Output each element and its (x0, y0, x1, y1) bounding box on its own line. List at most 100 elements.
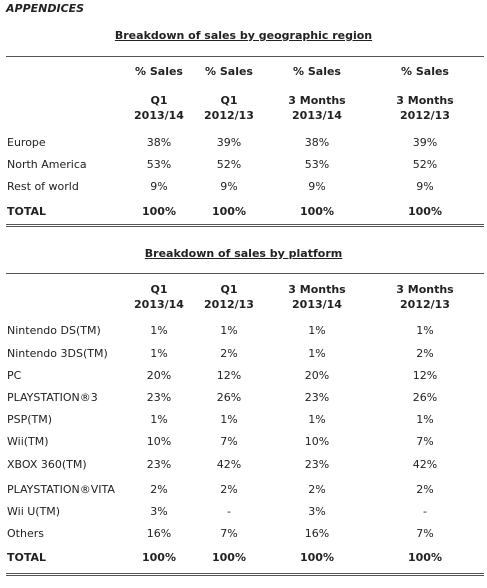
table-cell: 3% (150, 505, 168, 518)
table-cell: 10% (146, 435, 172, 448)
row-label: PLAYSTATION®3 (7, 391, 98, 404)
total-cell: 100% (212, 551, 246, 564)
total-cell: 100% (300, 205, 334, 218)
row-label: PLAYSTATION®VITA (7, 483, 115, 496)
table-cell: 9% (308, 180, 326, 193)
table-cell: 1% (150, 347, 168, 360)
total-label: TOTAL (7, 551, 47, 564)
divider (6, 56, 484, 57)
column-header-metric: % Sales (401, 65, 449, 78)
table-cell: 1% (150, 413, 168, 426)
table-cell: 10% (304, 435, 330, 448)
table-cell: 38% (146, 136, 172, 149)
table-cell: 1% (150, 324, 168, 337)
table-cell: 53% (146, 158, 172, 171)
table-cell: 53% (304, 158, 330, 171)
table-cell: 3% (308, 505, 326, 518)
column-header-metric: % Sales (293, 65, 341, 78)
table-cell: 9% (416, 180, 434, 193)
table-cell: 23% (146, 458, 172, 471)
total-cell: 100% (408, 205, 442, 218)
table-cell: 1% (308, 413, 326, 426)
total-cell: 100% (300, 551, 334, 564)
table-cell: 1% (308, 324, 326, 337)
column-header-year: 2012/13 (204, 109, 254, 122)
total-cell: 100% (142, 205, 176, 218)
table-cell: 42% (412, 458, 438, 471)
table-cell: 1% (220, 413, 238, 426)
column-header-year: 2013/14 (292, 109, 342, 122)
row-label: Nintendo DS(TM) (7, 324, 101, 337)
column-header-period: Q1 (220, 283, 238, 296)
table-cell: 23% (304, 391, 330, 404)
row-label: XBOX 360(TM) (7, 458, 87, 471)
double-divider (6, 573, 484, 576)
table-cell: 2% (416, 483, 434, 496)
divider (6, 273, 484, 274)
column-header-period: 3 Months (288, 94, 346, 107)
row-label: Wii(TM) (7, 435, 49, 448)
column-header-year: 2012/13 (400, 109, 450, 122)
column-header-period: Q1 (150, 94, 168, 107)
table-cell: - (423, 505, 427, 518)
table-cell: 12% (216, 369, 242, 382)
column-header-period: 3 Months (396, 94, 454, 107)
table-cell: 7% (220, 527, 238, 540)
table-cell: 52% (216, 158, 242, 171)
column-header-year: 2012/13 (400, 298, 450, 311)
table-cell: 7% (416, 435, 434, 448)
double-divider (6, 224, 484, 227)
column-header-period: 3 Months (288, 283, 346, 296)
column-header-metric: % Sales (135, 65, 183, 78)
table-cell: 2% (220, 347, 238, 360)
appendices-heading: APPENDICES (6, 2, 85, 15)
table-cell: 2% (308, 483, 326, 496)
region-table-title: Breakdown of sales by geographic region (114, 29, 373, 42)
table-cell: 26% (216, 391, 242, 404)
row-label: Nintendo 3DS(TM) (7, 347, 108, 360)
total-cell: 100% (142, 551, 176, 564)
table-cell: 1% (308, 347, 326, 360)
row-label: Rest of world (7, 180, 79, 193)
table-cell: 26% (412, 391, 438, 404)
column-header-period: 3 Months (396, 283, 454, 296)
total-cell: 100% (408, 551, 442, 564)
column-header-period: Q1 (150, 283, 168, 296)
column-header-year: 2013/14 (292, 298, 342, 311)
column-header-period: Q1 (220, 94, 238, 107)
table-cell: 52% (412, 158, 438, 171)
table-cell: 2% (220, 483, 238, 496)
row-label: Wii U(TM) (7, 505, 61, 518)
table-cell: 1% (220, 324, 238, 337)
table-cell: 2% (416, 347, 434, 360)
table-cell: 12% (412, 369, 438, 382)
table-cell: 42% (216, 458, 242, 471)
table-cell: 38% (304, 136, 330, 149)
row-label: PC (7, 369, 22, 382)
table-cell: 7% (416, 527, 434, 540)
row-label: North America (7, 158, 87, 171)
table-cell: 16% (304, 527, 330, 540)
table-cell: - (227, 505, 231, 518)
row-label: Europe (7, 136, 46, 149)
table-cell: 1% (416, 413, 434, 426)
table-cell: 39% (216, 136, 242, 149)
table-cell: 20% (146, 369, 172, 382)
table-cell: 2% (150, 483, 168, 496)
table-cell: 23% (146, 391, 172, 404)
column-header-metric: % Sales (205, 65, 253, 78)
table-cell: 7% (220, 435, 238, 448)
table-cell: 23% (304, 458, 330, 471)
total-label: TOTAL (7, 205, 47, 218)
row-label: Others (7, 527, 44, 540)
table-cell: 20% (304, 369, 330, 382)
table-cell: 9% (220, 180, 238, 193)
table-cell: 39% (412, 136, 438, 149)
column-header-year: 2012/13 (204, 298, 254, 311)
table-cell: 9% (150, 180, 168, 193)
row-label: PSP(TM) (7, 413, 53, 426)
table-cell: 16% (146, 527, 172, 540)
total-cell: 100% (212, 205, 246, 218)
table-cell: 1% (416, 324, 434, 337)
platform-table-title: Breakdown of sales by platform (144, 247, 343, 260)
